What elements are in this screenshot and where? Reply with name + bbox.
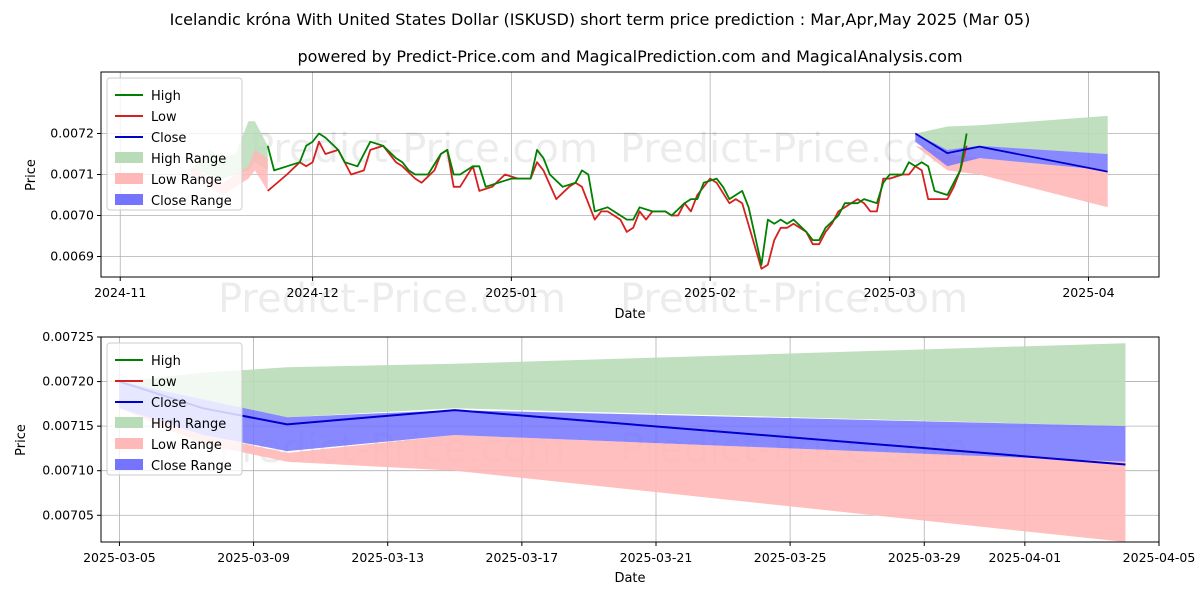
chart-title: Icelandic króna With United States Dolla… [170,10,1031,29]
legend-label-high-range: High Range [151,417,226,432]
legend-swatch-high-range [115,417,143,428]
watermark-text: Predict-Price.com [218,276,566,322]
forecast-y-tick-label: 0.00715 [42,418,94,433]
forecast-high-range-band [915,115,1108,154]
zoom-close-range-band [119,381,1126,462]
legend-swatch-low-range [115,173,143,184]
forecast-x-tick-label: 2025-03-25 [754,550,827,565]
forecast-x-tick-label: 2025-04-01 [989,550,1062,565]
forecast-y-tick-label: 0.00710 [42,463,94,478]
legend-label-low: Low [151,375,177,390]
forecast-x-tick-label: 2025-03-05 [83,550,156,565]
legend-label-low-range: Low Range [151,173,222,188]
forecast-close-line [914,132,1108,173]
forecast-y-tick-label: 0.00725 [42,329,94,344]
forecast-x-tick-label: 2025-03-29 [888,550,961,565]
legend-label-high-range: High Range [151,152,226,167]
forecast-y-axis-label: Price [14,424,29,456]
history-x-axis-label: Date [614,307,645,322]
forecast-series [119,343,1126,542]
legend-label-low: Low [151,110,177,125]
history-x-tick-label: 2024-12 [286,285,338,300]
forecast-x-tick-label: 2025-04-05 [1123,550,1196,565]
history-y-tick-label: 0.0071 [50,167,94,182]
forecast-x-tick-label: 2025-03-13 [351,550,424,565]
high-price-line [266,132,968,266]
forecast-x-ticks: 2025-03-05 2025-03-09 2025-03-13 2025-03-17… [83,542,1195,565]
history-legend: High Low Close High Range Low Range Close Ran… [106,77,243,211]
history-y-ticks: 0.0069 0.0070 0.0071 0.0072 [50,126,101,264]
history-x-tick-label: 2025-02 [684,285,736,300]
forecast-legend: High Low Close High Range Low Range Close Ran… [106,342,243,476]
history-y-tick-label: 0.0069 [50,249,94,264]
legend-swatch-high-range [115,152,143,163]
forecast-y-ticks: 0.00705 0.00710 0.00715 0.00720 0.00725 [42,329,101,522]
zoom-high-range-band [119,343,1126,427]
forecast-x-tick-label: 2025-03-09 [217,550,290,565]
history-y-tick-label: 0.0072 [50,126,94,141]
history-x-tick-label: 2025-01 [485,285,537,300]
legend-swatch-close-range [115,459,143,470]
legend-label-close-range: Close Range [151,194,232,209]
history-x-tick-label: 2025-03 [864,285,916,300]
legend-label-close: Close [151,396,186,411]
forecast-plot-frame [100,336,1160,543]
forecast-x-tick-label: 2025-03-17 [486,550,559,565]
legend-label-close: Close [151,131,186,146]
history-y-axis-label: Price [24,159,39,191]
low-price-line [267,140,968,270]
history-chart-panel: Predict-Price.com Predict-Price.com Pred… [24,71,1160,322]
legend-label-high: High [151,89,181,104]
zoom-low-range-band [119,408,1126,542]
forecast-chart-panel: Predict-Price.com Predict-Price.com 2025… [14,329,1195,586]
history-x-tick-label: 2024-11 [94,285,146,300]
history-x-tick-label: 2025-04 [1062,285,1114,300]
legend-label-high: High [151,354,181,369]
watermark-text: Predict-Price.com [620,126,968,172]
history-x-ticks: 2024-11 2024-12 2025-01 2025-02 2025-03 2025-… [94,277,1115,300]
forecast-y-tick-label: 0.00720 [42,374,94,389]
legend-label-close-range: Close Range [151,459,232,474]
legend-swatch-low-range [115,438,143,449]
watermark-text: Predict-Price.com [620,276,968,322]
chart-subtitle: powered by Predict-Price.com and Magical… [297,47,962,66]
history-y-tick-label: 0.0070 [50,208,94,223]
legend-label-low-range: Low Range [151,438,222,453]
forecast-x-axis-label: Date [614,571,645,586]
forecast-x-tick-label: 2025-03-21 [620,550,693,565]
legend-swatch-close-range [115,194,143,205]
forecast-y-tick-label: 0.00705 [42,507,94,522]
